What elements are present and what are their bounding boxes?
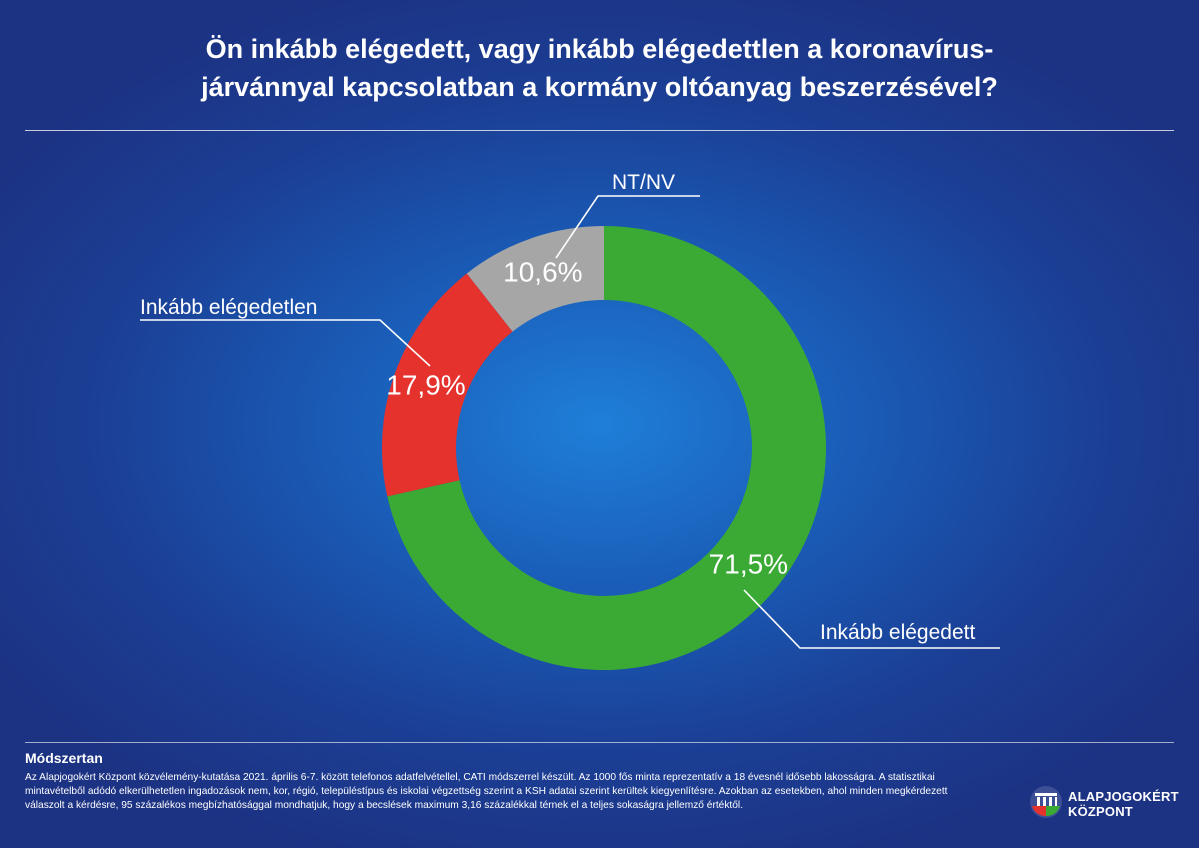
methodology-title: Módszertan bbox=[25, 750, 103, 766]
methodology-divider bbox=[25, 742, 1174, 743]
logo-line-1: ALAPJOGOKÉRT bbox=[1068, 789, 1179, 804]
title-divider bbox=[25, 130, 1174, 131]
slice-ntnv bbox=[466, 226, 604, 332]
chart-leader-lines bbox=[140, 195, 1000, 649]
value-label-3: 10,6% bbox=[503, 256, 582, 287]
leader-line-2 bbox=[140, 319, 431, 367]
slice-elegedett bbox=[387, 226, 826, 671]
title-line-1: Ön inkább elégedett, vagy inkább elégede… bbox=[205, 34, 994, 64]
leader-line-3 bbox=[555, 195, 700, 259]
value-label-2: 17,9% bbox=[386, 370, 465, 401]
chart-labels: 71,5% Inkább elégedett 17,9% Inkább elégede… bbox=[140, 171, 975, 644]
chart-title: Ön inkább elégedett, vagy inkább elégede… bbox=[0, 30, 1199, 106]
value-label-1: 71,5% bbox=[709, 549, 788, 580]
institution-logo-icon bbox=[1030, 786, 1062, 818]
slice-elegedetlen bbox=[382, 273, 513, 497]
methodology-text: Az Alapjogokért Központ közvélemény-kuta… bbox=[25, 772, 948, 811]
category-label-2: Inkább elégedetlen bbox=[140, 296, 318, 319]
category-label-3: NT/NV bbox=[612, 171, 675, 194]
chart-slices bbox=[382, 226, 826, 671]
organization-logo: ALAPJOGOKÉRT KÖZPONT bbox=[1028, 784, 1179, 824]
logo-line-2: KÖZPONT bbox=[1068, 804, 1133, 819]
leader-line-1 bbox=[743, 589, 1000, 649]
title-line-2: járvánnyal kapcsolatban a kormány oltóan… bbox=[201, 72, 998, 102]
category-label-1: Inkább elégedett bbox=[820, 621, 975, 644]
